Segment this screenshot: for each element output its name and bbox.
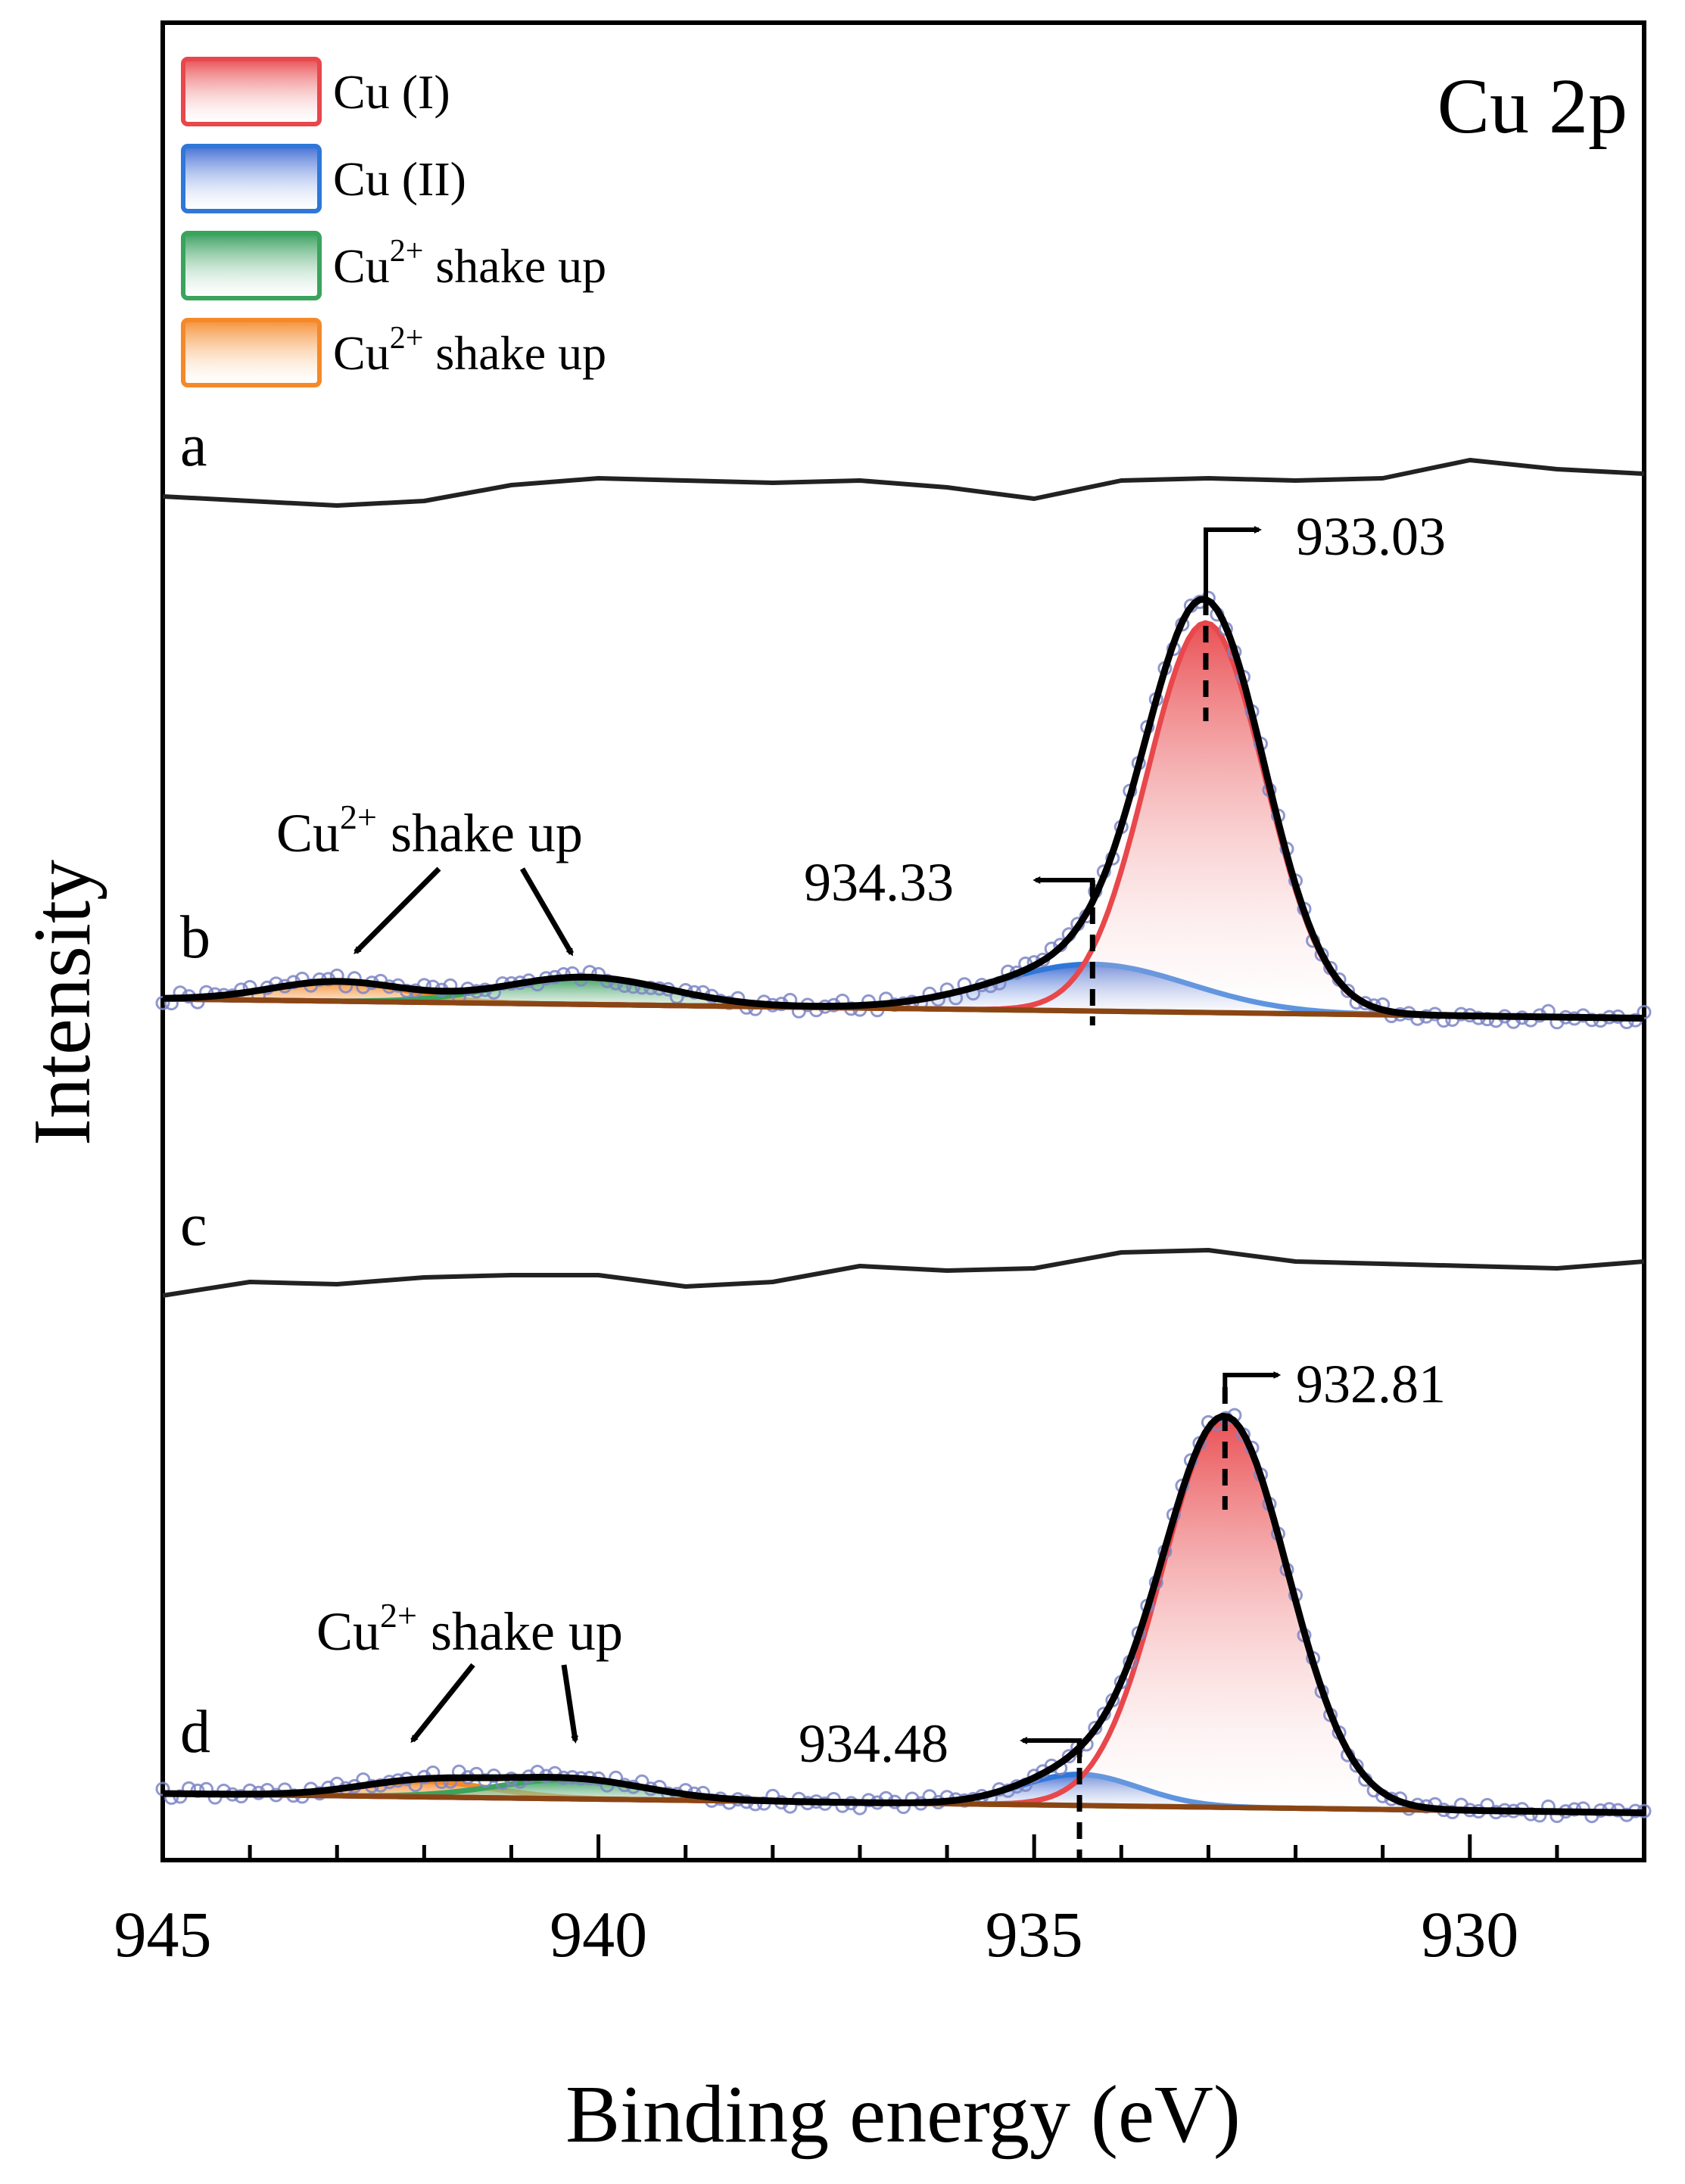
legend-label-cu-i: Cu (I) xyxy=(333,65,450,119)
annotation-shake-b: Cu2+ shake up xyxy=(276,798,583,863)
chart-title: Cu 2p xyxy=(1437,63,1627,150)
x-tick-label: 930 xyxy=(1421,1898,1518,1971)
spectrum-b-shake-arrow xyxy=(354,866,441,954)
spectrum-b-data-point xyxy=(1341,983,1356,998)
annotation-shake-d: Cu2+ shake up xyxy=(316,1596,623,1662)
series-label-a: a xyxy=(180,412,207,479)
annotation-peak-d: 932.81 xyxy=(1296,1354,1446,1414)
spectrum-b-envelope xyxy=(162,596,1645,1022)
legend-swatch-cu-i xyxy=(181,57,322,126)
annotation-shoulder-b: 934.33 xyxy=(804,852,954,913)
x-tick-label: 935 xyxy=(986,1898,1083,1971)
spectrum-d-peak-arrow xyxy=(1222,1371,1282,1387)
legend-label-cu-ii: Cu (II) xyxy=(333,152,466,206)
x-axis-title: Binding energy (eV) xyxy=(565,2070,1241,2160)
legend-swatch-shake-orange xyxy=(181,318,322,387)
x-axis: 945 940 935 930 xyxy=(114,1834,1646,1971)
spectrum-b-cu-i-fill xyxy=(163,623,1644,1019)
series-a-line xyxy=(162,458,1645,508)
spectrum-d-cu-i-fill xyxy=(163,1417,1644,1813)
spectrum-d-shoulder-arrow xyxy=(1020,1737,1082,1763)
spectrum-d-shake-green-fill xyxy=(163,1779,1644,1813)
annotation-shoulder-d: 934.48 xyxy=(799,1713,948,1774)
x-tick-label: 945 xyxy=(114,1898,212,1971)
series-label-b: b xyxy=(180,904,210,971)
legend-label-shake-orange: Cu2+ shake up xyxy=(333,321,606,380)
spectrum-d-data-point xyxy=(1061,1749,1076,1764)
spectrum-d-envelope xyxy=(162,1412,1645,1816)
legend-swatch-shake-green xyxy=(181,231,322,300)
legend-swatch-cu-ii xyxy=(181,144,322,213)
traces-layer xyxy=(155,458,1652,1860)
legend-label-shake-green: Cu2+ shake up xyxy=(333,234,606,293)
spectrum-b-shoulder-arrow xyxy=(1032,876,1095,903)
plot-frame xyxy=(160,20,1646,1862)
x-tick-label: 940 xyxy=(550,1898,647,1971)
spectrum-b-peak-arrow xyxy=(1204,526,1262,599)
legend: Cu (I) Cu (II) Cu2+ shake up Cu2+ shake … xyxy=(181,57,606,387)
spectrum-b-shake-arrow xyxy=(519,867,575,957)
spectrum-d-shake-arrow xyxy=(410,1663,475,1744)
series-label-d: d xyxy=(180,1699,210,1766)
series-label-c: c xyxy=(180,1192,207,1258)
series-c-line xyxy=(162,1248,1645,1298)
spectrum-d-shake-arrow xyxy=(561,1664,579,1744)
annotation-peak-b: 933.03 xyxy=(1296,506,1446,567)
y-axis-title: Intensity xyxy=(17,860,107,1146)
